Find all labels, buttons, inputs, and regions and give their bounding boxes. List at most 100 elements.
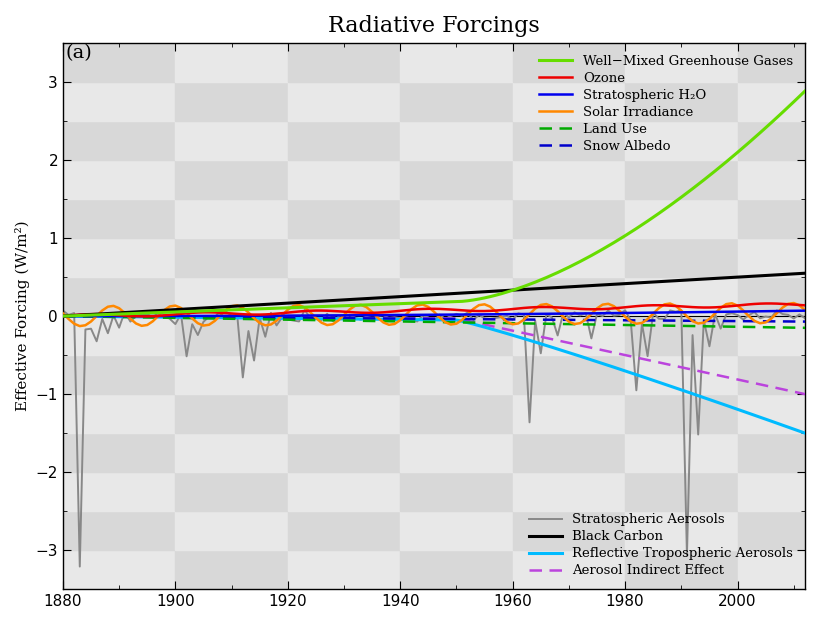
Bar [63, 511, 175, 550]
Bar [736, 82, 819, 121]
Bar [287, 472, 400, 511]
Bar [400, 394, 512, 433]
Bar [287, 355, 400, 394]
Bar [512, 433, 624, 472]
Bar [175, 316, 287, 355]
Bar [63, 550, 175, 589]
Bar [736, 511, 819, 550]
Bar [512, 160, 624, 199]
Bar [400, 43, 512, 82]
Bar [624, 238, 736, 277]
Bar [287, 394, 400, 433]
Bar [736, 355, 819, 394]
Bar [63, 82, 175, 121]
Bar [175, 511, 287, 550]
Bar [400, 160, 512, 199]
Bar [624, 550, 736, 589]
Bar [400, 199, 512, 238]
Title: Radiative Forcings: Radiative Forcings [328, 15, 539, 37]
Bar [175, 199, 287, 238]
Bar [63, 394, 175, 433]
Bar [736, 199, 819, 238]
Bar [624, 316, 736, 355]
Bar [175, 394, 287, 433]
Bar [63, 43, 175, 82]
Legend: Stratospheric Aerosols, Black Carbon, Reflective Tropospheric Aerosols, Aerosol : Stratospheric Aerosols, Black Carbon, Re… [523, 508, 798, 583]
Bar [624, 472, 736, 511]
Bar [624, 199, 736, 238]
Bar [63, 238, 175, 277]
Bar [63, 199, 175, 238]
Bar [175, 433, 287, 472]
Bar [287, 82, 400, 121]
Bar [736, 160, 819, 199]
Bar [624, 160, 736, 199]
Bar [624, 43, 736, 82]
Bar [512, 355, 624, 394]
Bar [63, 433, 175, 472]
Bar [287, 316, 400, 355]
Bar [175, 160, 287, 199]
Bar [287, 43, 400, 82]
Bar [63, 277, 175, 316]
Bar [63, 355, 175, 394]
Bar [400, 550, 512, 589]
Bar [63, 121, 175, 160]
Bar [736, 433, 819, 472]
Bar [400, 277, 512, 316]
Bar [624, 394, 736, 433]
Bar [512, 550, 624, 589]
Bar [287, 121, 400, 160]
Bar [624, 121, 736, 160]
Bar [736, 238, 819, 277]
Bar [512, 199, 624, 238]
Bar [287, 199, 400, 238]
Bar [287, 277, 400, 316]
Bar [287, 511, 400, 550]
Bar [175, 550, 287, 589]
Bar [512, 316, 624, 355]
Bar [400, 82, 512, 121]
Bar [512, 394, 624, 433]
Bar [512, 277, 624, 316]
Bar [287, 160, 400, 199]
Bar [624, 433, 736, 472]
Bar [400, 355, 512, 394]
Bar [400, 238, 512, 277]
Bar [624, 82, 736, 121]
Bar [63, 472, 175, 511]
Bar [287, 238, 400, 277]
Bar [400, 433, 512, 472]
Bar [175, 355, 287, 394]
Bar [736, 121, 819, 160]
Bar [400, 316, 512, 355]
Bar [736, 472, 819, 511]
Bar [175, 238, 287, 277]
Bar [624, 355, 736, 394]
Bar [175, 43, 287, 82]
Bar [512, 121, 624, 160]
Bar [512, 43, 624, 82]
Bar [512, 511, 624, 550]
Bar [624, 277, 736, 316]
Bar [175, 472, 287, 511]
Bar [400, 511, 512, 550]
Bar [400, 121, 512, 160]
Bar [63, 316, 175, 355]
Y-axis label: Effective Forcing (W/m²): Effective Forcing (W/m²) [15, 221, 30, 411]
Bar [400, 472, 512, 511]
Bar [736, 394, 819, 433]
Bar [736, 43, 819, 82]
Bar [175, 277, 287, 316]
Text: (a): (a) [66, 44, 93, 62]
Bar [736, 316, 819, 355]
Bar [512, 82, 624, 121]
Bar [624, 511, 736, 550]
Bar [63, 160, 175, 199]
Bar [736, 277, 819, 316]
Bar [287, 433, 400, 472]
Bar [175, 121, 287, 160]
Bar [287, 550, 400, 589]
Bar [512, 472, 624, 511]
Bar [736, 550, 819, 589]
